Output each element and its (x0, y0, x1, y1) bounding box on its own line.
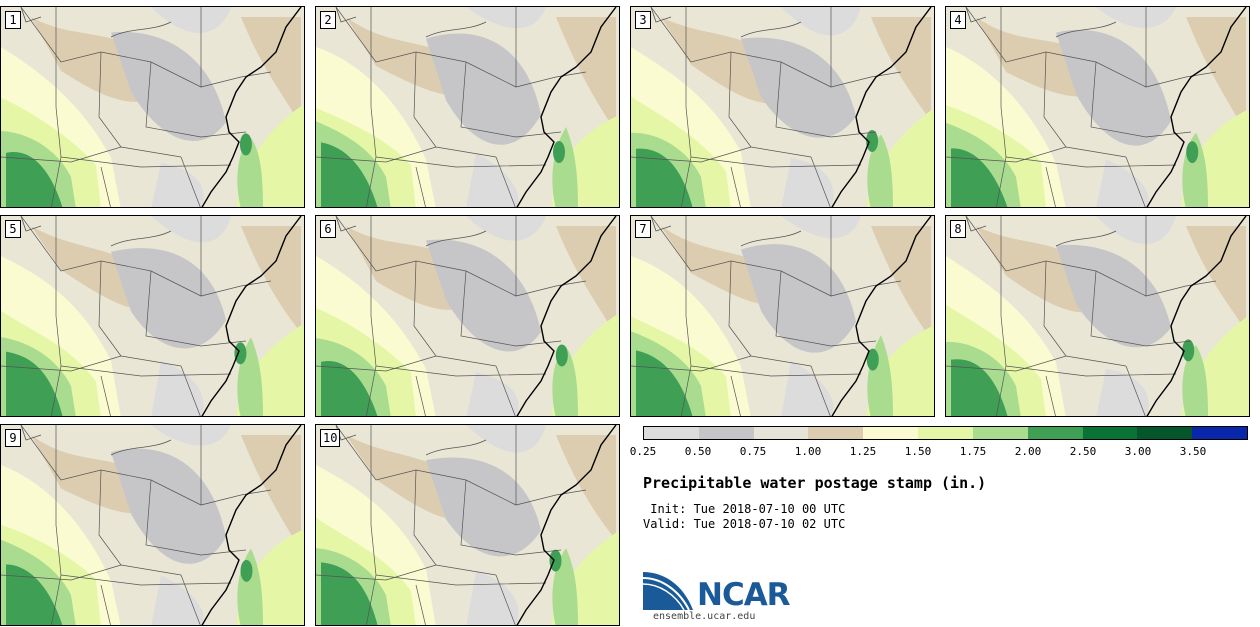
colorbar-swatch (698, 427, 754, 439)
colorbar-tick-label: 2.00 (1014, 445, 1042, 458)
ncar-logo-url: ensemble.ucar.edu (653, 611, 756, 622)
colorbar-swatch (753, 427, 809, 439)
colorbar-swatch (644, 427, 699, 439)
colorbar-swatch (808, 427, 864, 439)
ensemble-member-panel: 8 (945, 215, 1250, 417)
colorbar-swatch (863, 427, 919, 439)
ncar-logo-swoosh (643, 572, 693, 610)
ensemble-member-panel: 2 (315, 6, 620, 208)
precipitable-water-map (1, 7, 304, 207)
colorbar-tick-label: 2.50 (1069, 445, 1097, 458)
colorbar-tick-label: 3.00 (1124, 445, 1152, 458)
ensemble-member-panel: 6 (315, 215, 620, 417)
colorbar-tick-label: 1.75 (959, 445, 987, 458)
member-number-label: 1 (5, 11, 21, 29)
precipitable-water-map (1, 216, 304, 416)
member-number-label: 2 (320, 11, 336, 29)
valid-time: Valid: Tue 2018-07-10 02 UTC (643, 517, 846, 531)
member-number-label: 3 (635, 11, 651, 29)
ensemble-member-panel: 9 (0, 424, 305, 626)
precipitable-water-map (631, 7, 934, 207)
member-number-label: 7 (635, 220, 651, 238)
colorbar-swatch (1192, 427, 1247, 439)
member-number-label: 8 (950, 220, 966, 238)
precipitable-water-map (316, 425, 619, 625)
colorbar-tick-label: 1.00 (794, 445, 822, 458)
ensemble-member-panel: 3 (630, 6, 935, 208)
member-number-label: 10 (320, 429, 341, 447)
member-number-label: 9 (5, 429, 21, 447)
init-time: Init: Tue 2018-07-10 00 UTC (643, 502, 846, 516)
colorbar (643, 426, 1248, 440)
ensemble-member-panel: 7 (630, 215, 935, 417)
ensemble-member-panel: 1 (0, 6, 305, 208)
colorbar-tick-label: 0.25 (629, 445, 657, 458)
ensemble-member-panel: 4 (945, 6, 1250, 208)
member-number-label: 4 (950, 11, 966, 29)
colorbar-tick-label: 3.50 (1179, 445, 1207, 458)
precipitable-water-map (316, 7, 619, 207)
precipitable-water-map (1, 425, 304, 625)
colorbar-tick-label: 0.50 (684, 445, 712, 458)
precipitable-water-map (316, 216, 619, 416)
ncar-logo-wordmark: NCAR (697, 577, 791, 613)
member-number-label: 5 (5, 220, 21, 238)
colorbar-swatch (1137, 427, 1193, 439)
colorbar-tick-label: 0.75 (739, 445, 767, 458)
precipitable-water-map (946, 7, 1249, 207)
colorbar-swatch (1082, 427, 1138, 439)
precipitable-water-map (946, 216, 1249, 416)
colorbar-tick-label: 1.25 (849, 445, 877, 458)
colorbar-swatch (1027, 427, 1083, 439)
colorbar-swatch (972, 427, 1028, 439)
member-number-label: 6 (320, 220, 336, 238)
ensemble-member-panel: 10 (315, 424, 620, 626)
ensemble-member-panel: 5 (0, 215, 305, 417)
precipitable-water-map (631, 216, 934, 416)
colorbar-swatch (918, 427, 973, 439)
product-title: Precipitable water postage stamp (in.) (643, 474, 987, 492)
colorbar-tick-label: 1.50 (904, 445, 932, 458)
ncar-logo (643, 572, 693, 611)
